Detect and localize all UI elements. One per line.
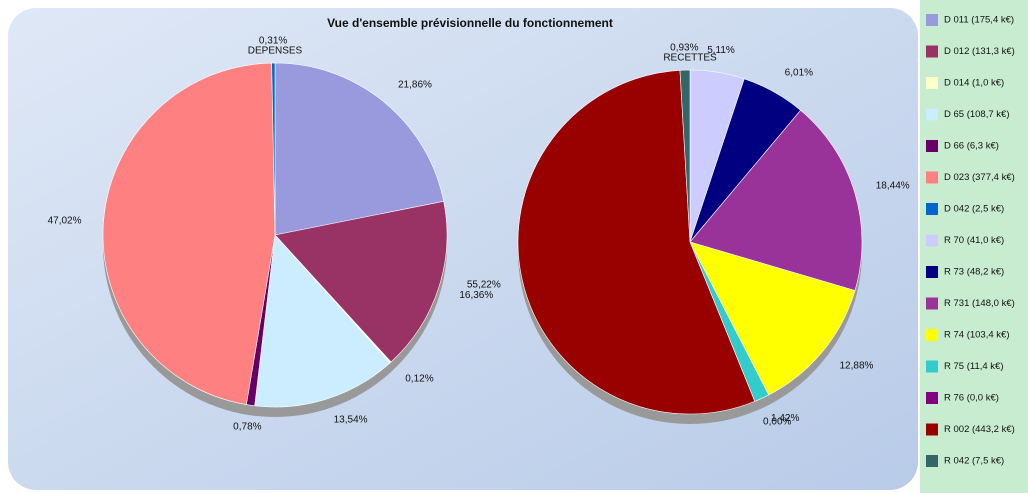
data-label: 0,31% [259, 36, 287, 47]
data-label: 0,78% [233, 422, 261, 433]
legend-swatch [926, 140, 938, 152]
legend-swatch [926, 423, 938, 436]
data-label: 16,36% [459, 290, 493, 301]
legend-label: R 73 (48,2 k€) [944, 267, 1004, 278]
pie-slice [679, 69, 691, 243]
legend-label: R 042 (7,5 k€) [944, 456, 1004, 467]
data-label: 55,22% [467, 279, 501, 290]
legend-label: D 011 (175,4 k€) [944, 15, 1014, 26]
data-label: 6,01% [785, 67, 813, 78]
legend-swatch [926, 14, 938, 26]
legend-label: R 731 (148,0 k€) [944, 298, 1015, 309]
data-label: 13,54% [334, 415, 368, 426]
data-label: 0,00% [763, 416, 791, 427]
pie-slice [274, 62, 445, 236]
legend-label: R 70 (41,0 k€) [944, 235, 1004, 246]
pie-slice [271, 62, 276, 236]
legend-swatch [926, 234, 938, 247]
pie-slice [517, 69, 756, 415]
data-label: 1,42% [771, 413, 799, 424]
data-label: 21,86% [398, 80, 432, 91]
legend-label: D 014 (1,0 k€) [944, 78, 1004, 89]
legend-swatch [926, 45, 938, 58]
legend-label: R 002 (443,2 k€) [944, 424, 1015, 435]
data-label: 12,88% [840, 360, 874, 371]
data-label: 0,12% [405, 373, 433, 384]
legend-swatch [926, 360, 938, 373]
legend-swatch [926, 203, 938, 215]
pie-title: DEPENSES [248, 46, 303, 57]
legend-label: D 65 (108,7 k€) [944, 109, 1009, 120]
legend-swatch [926, 171, 938, 184]
pie-slice [689, 109, 863, 291]
data-label: 47,02% [48, 215, 82, 226]
legend-label: D 023 (377,4 k€) [944, 172, 1015, 183]
pie-slice [689, 241, 856, 396]
pie-slice [274, 200, 448, 363]
legend-label: R 74 (103,4 k€) [944, 330, 1009, 341]
legend-swatch [926, 455, 938, 467]
chart-title: Vue d'ensemble prévisionnelle du fonctio… [327, 16, 613, 30]
legend-label: D 042 (2,5 k€) [944, 204, 1004, 215]
legend-swatch [926, 266, 938, 278]
legend-swatch [926, 108, 938, 121]
legend-swatch [926, 392, 938, 404]
pie-slice [254, 234, 391, 408]
legend-swatch [926, 77, 938, 89]
pie-title: RECETTES [663, 53, 717, 64]
legend-label: R 76 (0,0 k€) [944, 393, 999, 404]
data-label: 0,93% [670, 43, 698, 54]
legend-swatch [926, 329, 938, 341]
legend-swatch [926, 297, 938, 310]
legend-label: R 75 (11,4 k€) [944, 361, 1004, 372]
legend-label: D 66 (6,3 k€) [944, 141, 999, 152]
legend-label: D 012 (131,3 k€) [944, 46, 1015, 57]
data-label: 18,44% [876, 181, 910, 192]
pie-slice [102, 62, 276, 405]
data-label: 5,11% [707, 45, 735, 56]
